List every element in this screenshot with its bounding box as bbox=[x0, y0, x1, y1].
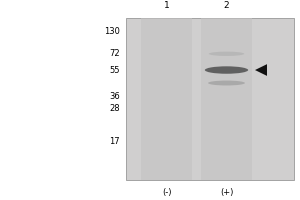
Text: 1: 1 bbox=[164, 1, 169, 10]
Text: 55: 55 bbox=[110, 66, 120, 75]
Bar bbox=[201, 18, 252, 180]
Bar bbox=[126, 18, 294, 180]
Text: 17: 17 bbox=[110, 137, 120, 146]
Polygon shape bbox=[255, 64, 267, 76]
Text: 2: 2 bbox=[224, 1, 229, 10]
Ellipse shape bbox=[208, 81, 245, 85]
Text: 36: 36 bbox=[109, 92, 120, 101]
Text: 72: 72 bbox=[110, 49, 120, 58]
Text: 130: 130 bbox=[104, 27, 120, 36]
Text: (+): (+) bbox=[220, 188, 233, 197]
Ellipse shape bbox=[209, 52, 244, 56]
Bar bbox=[141, 18, 192, 180]
Ellipse shape bbox=[205, 66, 248, 74]
Text: 28: 28 bbox=[110, 104, 120, 113]
Text: (-): (-) bbox=[162, 188, 171, 197]
